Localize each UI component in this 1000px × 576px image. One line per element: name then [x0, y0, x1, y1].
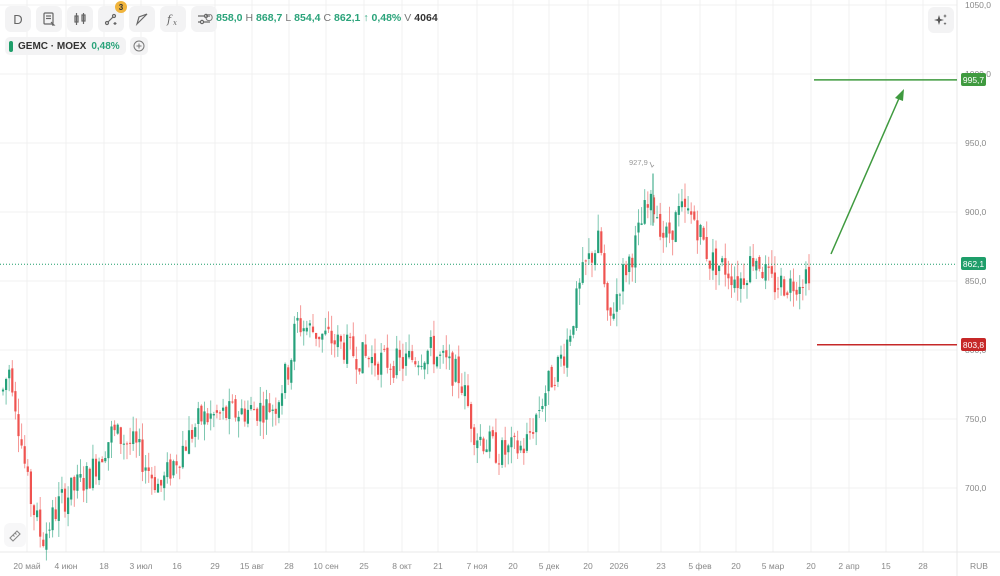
svg-text:f: f — [166, 13, 173, 26]
template-button[interactable] — [36, 6, 62, 32]
drawing-tools-icon — [104, 13, 117, 26]
drawings-count-badge: 3 — [115, 1, 127, 13]
time-tick-label: 20 — [731, 561, 741, 571]
interval-button[interactable]: D — [5, 6, 31, 32]
chart-type-button[interactable] — [67, 6, 93, 32]
ruler-icon — [9, 530, 21, 542]
time-tick-label: 28 — [918, 561, 928, 571]
volume-value: 4064 — [414, 12, 438, 24]
time-tick-label: 20 — [806, 561, 816, 571]
high-value: 868,7 — [256, 12, 283, 24]
plus-circle-icon — [133, 40, 145, 52]
time-tick-label: 28 — [284, 561, 294, 571]
target-price-tag: 995,7 — [961, 73, 986, 86]
ai-assistant-button[interactable] — [928, 7, 954, 33]
shape-icon — [135, 13, 148, 27]
low-label: L — [285, 12, 292, 24]
change-value: ↑ 0,48% — [363, 12, 402, 24]
forecast-arrow[interactable] — [830, 89, 904, 255]
symbol-name: GEMC · MOEX — [18, 40, 87, 52]
time-tick-label: 20 май — [13, 561, 41, 571]
time-tick-label: 3 июл — [129, 561, 153, 571]
price-tick-label: 900,0 — [965, 207, 987, 217]
add-symbol-button[interactable] — [129, 37, 148, 55]
time-tick-label: 23 — [656, 561, 666, 571]
open-value: 858,0 — [216, 12, 243, 24]
sparkles-icon — [934, 14, 947, 26]
time-tick-label: 5 мар — [761, 561, 785, 571]
volume-label: V — [404, 12, 412, 24]
close-label: C — [323, 12, 332, 24]
price-tick-label: 1050,0 — [965, 0, 991, 10]
time-tick-label: 10 сен — [313, 561, 339, 571]
settings-button[interactable] — [191, 6, 217, 32]
candles — [1, 173, 811, 561]
time-tick-label: 18 — [99, 561, 109, 571]
price-tick-label: 850,0 — [965, 276, 987, 286]
low-value: 854,4 — [294, 12, 321, 24]
time-tick-label: 2 апр — [838, 561, 860, 571]
high-marker-arrow-icon — [649, 161, 655, 168]
sliders-icon — [198, 13, 210, 25]
high-label: H — [245, 12, 254, 24]
measure-tool-button[interactable] — [4, 523, 26, 547]
ohlc-readout: O 858,0 H 868,7 L 854,4 C 862,1 ↑ 0,48% V 406… — [205, 12, 438, 24]
shapes-button[interactable] — [129, 6, 155, 32]
drawing-tools-button[interactable]: 3 — [98, 1, 127, 32]
candles-icon — [74, 13, 86, 25]
time-tick-label: 7 ноя — [466, 561, 488, 571]
symbol-legend-item[interactable]: GEMC · MOEX 0,48% — [5, 37, 126, 55]
time-tick-label: 4 июн — [54, 561, 78, 571]
open-label: O — [205, 12, 214, 24]
close-value: 862,1 — [334, 12, 361, 24]
series-color-swatch — [9, 40, 13, 52]
price-tick-label: 950,0 — [965, 138, 987, 148]
time-tick-label: 5 фев — [688, 561, 712, 571]
period-high-label: 927,9 — [629, 158, 648, 167]
time-tick-label: 5 дек — [538, 561, 560, 571]
time-tick-label: 20 — [508, 561, 518, 571]
svg-text:x: x — [173, 19, 177, 27]
time-tick-label: 20 — [583, 561, 593, 571]
time-tick-label: 15 — [881, 561, 891, 571]
time-tick-label: 21 — [433, 561, 443, 571]
template-icon — [43, 12, 56, 26]
time-tick-label: 8 окт — [392, 561, 412, 571]
time-tick-label: 29 — [210, 561, 220, 571]
stop-price-tag: 803,8 — [961, 338, 986, 351]
series-legend: GEMC · MOEX 0,48% — [5, 37, 148, 55]
interval-label: D — [13, 11, 23, 27]
price-tick-label: 750,0 — [965, 414, 987, 424]
symbol-change: 0,48% — [91, 40, 120, 52]
last-price-tag: 862,1 — [961, 257, 986, 270]
currency-label[interactable]: RUB — [970, 561, 988, 571]
price-tick-label: 700,0 — [965, 483, 987, 493]
time-tick-label: 15 авг — [239, 561, 265, 571]
grid-lines — [0, 0, 957, 552]
time-tick-label: 25 — [359, 561, 369, 571]
time-tick-label: 2026 — [609, 561, 629, 571]
time-tick-label: 16 — [172, 561, 182, 571]
